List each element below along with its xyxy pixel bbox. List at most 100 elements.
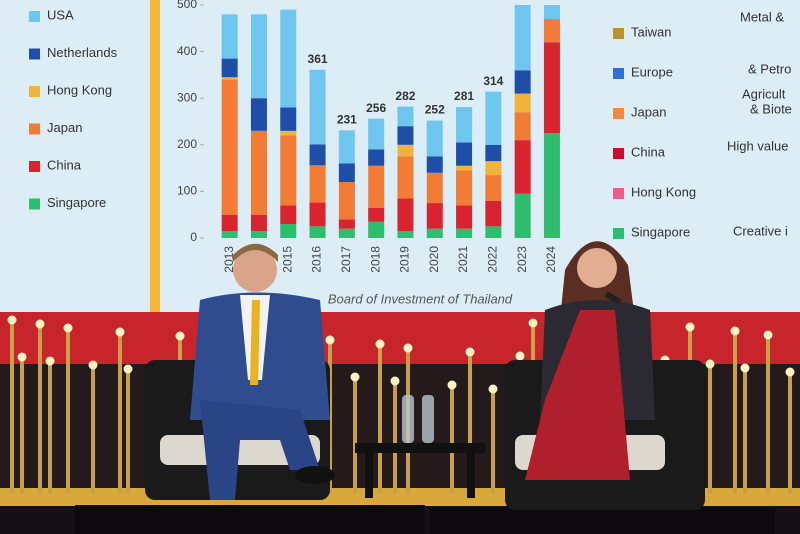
x-tick-label: 2024 [544,246,558,273]
light-pole [766,335,770,494]
bar-segment [456,107,473,143]
bar-segment [368,118,385,150]
light-pole [491,389,495,494]
legend-label: Singapore [631,224,690,239]
light-bulb [123,364,133,374]
light-bulb [88,360,98,370]
bar-segment [543,42,560,134]
total-label: 231 [337,113,357,127]
bar-segment [543,5,560,19]
legend-swatch [613,28,624,39]
legend-swatch [29,11,40,22]
legend-label: Japan [47,120,82,135]
bar-segment [426,172,443,204]
bar-segment [368,165,385,208]
light-bulb [350,372,360,382]
light-pole [733,331,737,494]
bar-segment [456,142,473,166]
side-label: Agricult [742,86,786,101]
light-bulb [488,384,498,394]
light-bulb [17,352,27,362]
bar-segment [338,130,355,164]
light-pole [353,377,357,494]
bar-segment [250,98,267,131]
light-bulb [7,315,17,325]
x-tick-label: 2021 [456,246,470,273]
y-tick-label: 500 [177,0,197,11]
bar-segment [368,207,385,222]
total-label: 282 [395,89,415,103]
total-label: 281 [454,89,474,103]
legend-swatch [613,188,624,199]
bar-segment [485,200,502,227]
light-bulb [447,380,457,390]
bar-segment [426,120,443,157]
light-bulb [403,343,413,353]
side-label: High value [727,138,788,153]
bar-segment [309,69,326,145]
light-pole [468,352,472,494]
bar-segment [309,165,326,203]
side-label: & Petro [748,61,791,76]
legend-swatch [613,148,624,159]
bar-segment [426,156,443,173]
x-tick-label: 2020 [427,246,441,273]
bar-segment [397,231,414,238]
bar-segment [280,224,297,238]
y-tick-label: 400 [177,44,197,58]
legend-label: USA [47,7,74,22]
bar-segment [309,202,326,227]
y-tick-label: 200 [177,137,197,151]
side-label: Metal & [740,9,784,24]
legend-swatch [29,198,40,210]
light-bulb [63,323,73,333]
woman [525,241,655,480]
bar-segment [485,161,502,176]
light-bulb [175,331,185,341]
bar-segment [368,149,385,166]
total-label: 252 [425,103,445,117]
legend-label: China [47,157,82,172]
bar-segment [280,130,297,136]
light-bulb [390,376,400,386]
legend-label: China [631,144,666,159]
man [190,243,335,500]
bar-segment [397,156,414,199]
bar-segment [514,93,531,113]
screen-accent-bar [150,0,160,312]
bar-segment [280,9,297,108]
bar-segment [485,226,502,238]
legend-label: Taiwan [631,24,671,39]
bar-segment [221,79,238,215]
total-label: 256 [366,101,386,115]
bar-segment [250,214,267,232]
legend-label: Singapore [47,195,106,210]
bar-segment [543,18,560,43]
legend-label: Hong Kong [47,82,112,97]
bar-segment [338,219,355,229]
bar-segment [397,144,414,157]
light-bulb [705,359,715,369]
y-tick-label: 0 [190,230,197,244]
light-bulb [740,363,750,373]
bar-segment [397,106,414,127]
bar-segment [397,198,414,232]
bar-segment [250,130,267,215]
bar-segment [543,133,560,238]
x-tick-label: 2023 [515,246,529,273]
bar-segment [514,140,531,194]
bar-segment [309,226,326,238]
bar-segment [368,221,385,238]
light-bulb [465,347,475,357]
light-pole [708,364,712,494]
bar-segment [456,170,473,206]
legend-label: Hong Kong [631,184,696,199]
bar-segment [280,205,297,225]
light-bulb [730,326,740,336]
y-tick-label: 100 [177,184,197,198]
monitor [430,508,775,534]
legend-swatch [29,48,40,60]
caption: Board of Investment of Thailand [328,291,513,306]
light-pole [66,328,70,494]
